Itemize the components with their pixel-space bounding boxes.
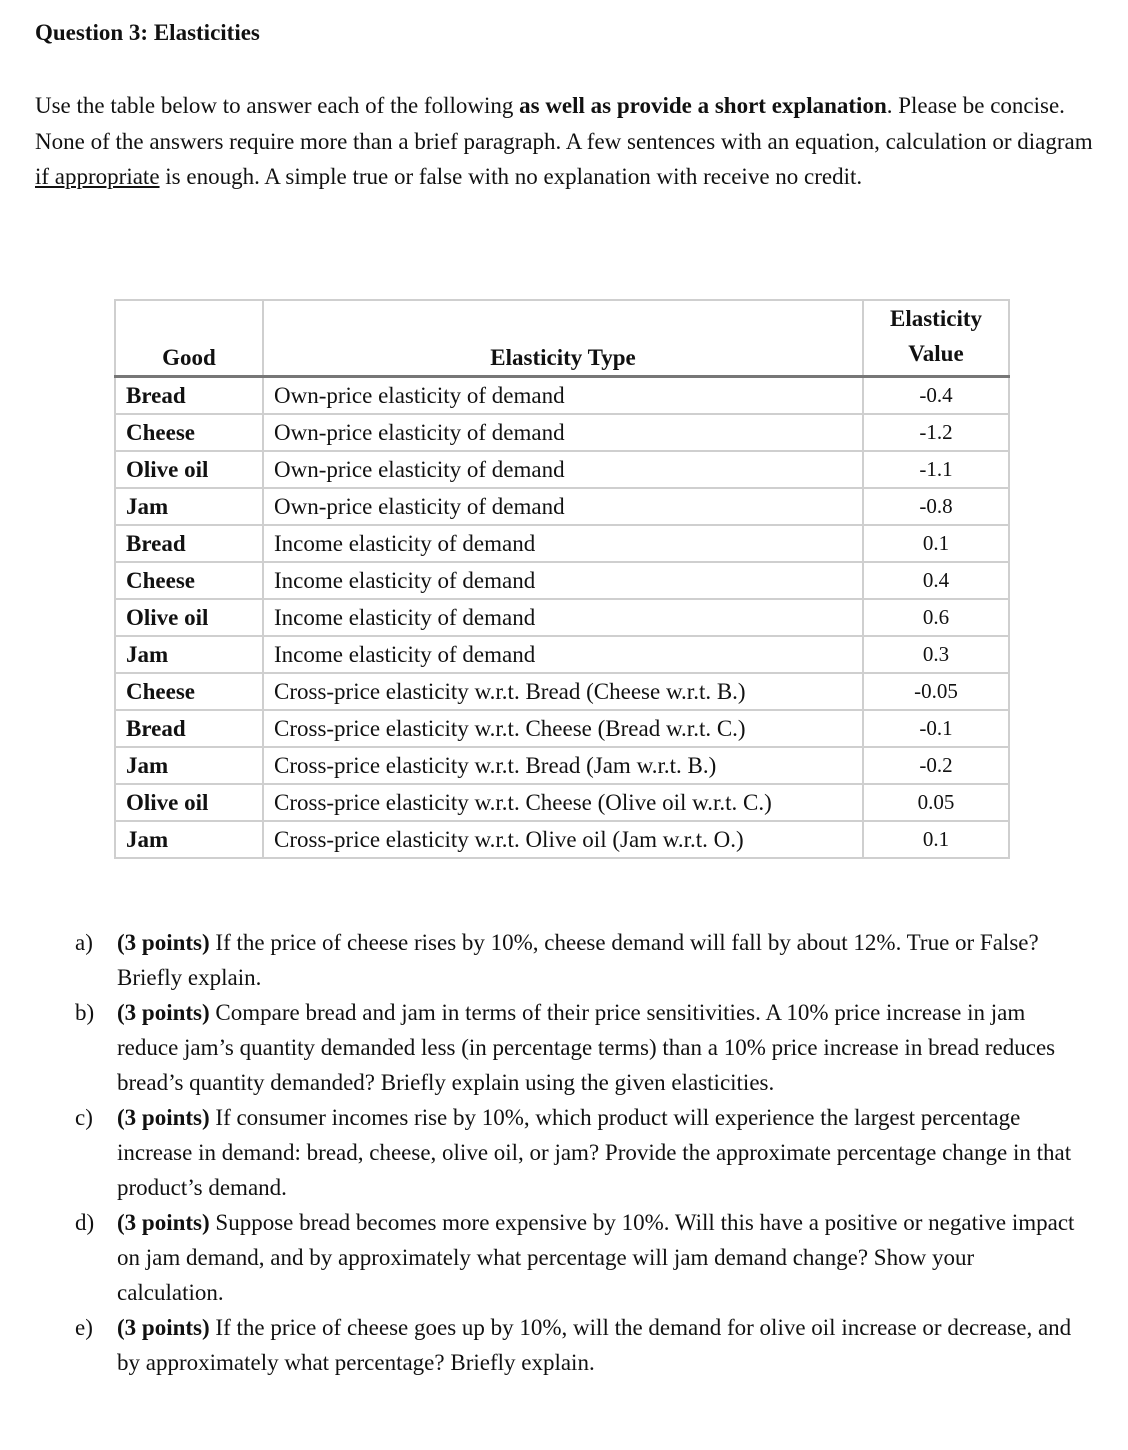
header-type: Elasticity Type bbox=[262, 299, 864, 378]
question-list: a) (3 points) If the price of cheese rise… bbox=[75, 925, 1085, 1380]
table-row: Cheese Cross-price elasticity w.r.t. Brea… bbox=[114, 672, 1010, 711]
type-cell: Income elasticity of demand bbox=[262, 598, 864, 637]
intro-text: Use the table below to answer each of th… bbox=[35, 93, 520, 118]
question-marker: a) bbox=[75, 930, 93, 955]
table-row: Olive oil Income elasticity of demand 0.6 bbox=[114, 598, 1010, 637]
question-points: (3 points) bbox=[117, 930, 210, 955]
good-cell: Bread bbox=[114, 375, 264, 415]
value-cell: 0.6 bbox=[862, 598, 1010, 637]
type-cell: Cross-price elasticity w.r.t. Bread (Che… bbox=[262, 672, 864, 711]
question-text: If the price of cheese goes up by 10%, w… bbox=[117, 1315, 1072, 1375]
intro-text: . Please be concise. None of the answers… bbox=[35, 93, 1093, 154]
value-cell: 0.1 bbox=[862, 524, 1010, 563]
question-text: Suppose bread becomes more expensive by … bbox=[117, 1210, 1075, 1305]
type-cell: Income elasticity of demand bbox=[262, 635, 864, 674]
good-cell: Olive oil bbox=[114, 598, 264, 637]
table-row: Jam Income elasticity of demand 0.3 bbox=[114, 635, 1010, 674]
value-cell: 0.1 bbox=[862, 820, 1010, 859]
table-row: Bread Cross-price elasticity w.r.t. Chees… bbox=[114, 709, 1010, 748]
good-cell: Olive oil bbox=[114, 450, 264, 489]
question-item: e) (3 points) If the price of cheese goes… bbox=[75, 1310, 1085, 1380]
value-cell: 0.4 bbox=[862, 561, 1010, 600]
question-points: (3 points) bbox=[117, 1315, 210, 1340]
type-cell: Cross-price elasticity w.r.t. Cheese (Br… bbox=[262, 709, 864, 748]
value-cell: -0.8 bbox=[862, 487, 1010, 526]
value-cell: -0.05 bbox=[862, 672, 1010, 711]
type-cell: Income elasticity of demand bbox=[262, 561, 864, 600]
question-marker: e) bbox=[75, 1315, 93, 1340]
type-cell: Own-price elasticity of demand bbox=[262, 487, 864, 526]
question-item: c) (3 points) If consumer incomes rise by… bbox=[75, 1100, 1085, 1205]
value-cell: -0.2 bbox=[862, 746, 1010, 785]
question-item: b) (3 points) Compare bread and jam in te… bbox=[75, 995, 1085, 1100]
elasticity-table: Good Elasticity Type Elasticity Value Br… bbox=[114, 299, 1010, 859]
type-cell: Cross-price elasticity w.r.t. Olive oil … bbox=[262, 820, 864, 859]
question-text: Compare bread and jam in terms of their … bbox=[117, 1000, 1056, 1095]
question-text: If the price of cheese rises by 10%, che… bbox=[117, 930, 1039, 990]
good-cell: Cheese bbox=[114, 413, 264, 452]
table-row: Bread Own-price elasticity of demand -0.4 bbox=[114, 375, 1010, 415]
instructions: Use the table below to answer each of th… bbox=[35, 88, 1105, 195]
value-cell: -1.2 bbox=[862, 413, 1010, 452]
intro-text: is enough. A simple true or false with n… bbox=[159, 164, 863, 189]
table-row: Jam Cross-price elasticity w.r.t. Bread (… bbox=[114, 746, 1010, 785]
question-marker: d) bbox=[75, 1210, 95, 1235]
type-cell: Own-price elasticity of demand bbox=[262, 375, 864, 415]
intro-underlined: if appropriate bbox=[35, 164, 160, 189]
table-row: Jam Own-price elasticity of demand -0.8 bbox=[114, 487, 1010, 526]
good-cell: Jam bbox=[114, 746, 264, 785]
value-cell: 0.05 bbox=[862, 783, 1010, 822]
table-row: Cheese Income elasticity of demand 0.4 bbox=[114, 561, 1010, 600]
header-value: Elasticity Value bbox=[862, 299, 1010, 378]
table-row: Jam Cross-price elasticity w.r.t. Olive o… bbox=[114, 820, 1010, 859]
intro-bold: as well as provide a short explanation bbox=[519, 93, 887, 118]
value-cell: -0.1 bbox=[862, 709, 1010, 748]
question-title: Question 3: Elasticities bbox=[35, 20, 260, 45]
type-cell: Cross-price elasticity w.r.t. Bread (Jam… bbox=[262, 746, 864, 785]
question-marker: c) bbox=[75, 1105, 93, 1130]
good-cell: Olive oil bbox=[114, 783, 264, 822]
table-row: Olive oil Own-price elasticity of demand -… bbox=[114, 450, 1010, 489]
type-cell: Cross-price elasticity w.r.t. Cheese (Ol… bbox=[262, 783, 864, 822]
value-cell: 0.3 bbox=[862, 635, 1010, 674]
table-row: Cheese Own-price elasticity of demand -1.2 bbox=[114, 413, 1010, 452]
good-cell: Jam bbox=[114, 487, 264, 526]
type-cell: Own-price elasticity of demand bbox=[262, 450, 864, 489]
question-text: If consumer incomes rise by 10%, which p… bbox=[117, 1105, 1072, 1200]
question-item: d) (3 points) Suppose bread becomes more … bbox=[75, 1205, 1085, 1310]
good-cell: Cheese bbox=[114, 672, 264, 711]
question-points: (3 points) bbox=[117, 1000, 210, 1025]
value-cell: -1.1 bbox=[862, 450, 1010, 489]
good-cell: Cheese bbox=[114, 561, 264, 600]
question-points: (3 points) bbox=[117, 1105, 210, 1130]
value-cell: -0.4 bbox=[862, 375, 1010, 415]
good-cell: Jam bbox=[114, 635, 264, 674]
question-marker: b) bbox=[75, 1000, 95, 1025]
good-cell: Jam bbox=[114, 820, 264, 859]
type-cell: Income elasticity of demand bbox=[262, 524, 864, 563]
table-row: Bread Income elasticity of demand 0.1 bbox=[114, 524, 1010, 563]
table-row: Olive oil Cross-price elasticity w.r.t. C… bbox=[114, 783, 1010, 822]
good-cell: Bread bbox=[114, 709, 264, 748]
question-points: (3 points) bbox=[117, 1210, 210, 1235]
question-item: a) (3 points) If the price of cheese rise… bbox=[75, 925, 1085, 995]
type-cell: Own-price elasticity of demand bbox=[262, 413, 864, 452]
header-good: Good bbox=[114, 299, 264, 378]
good-cell: Bread bbox=[114, 524, 264, 563]
